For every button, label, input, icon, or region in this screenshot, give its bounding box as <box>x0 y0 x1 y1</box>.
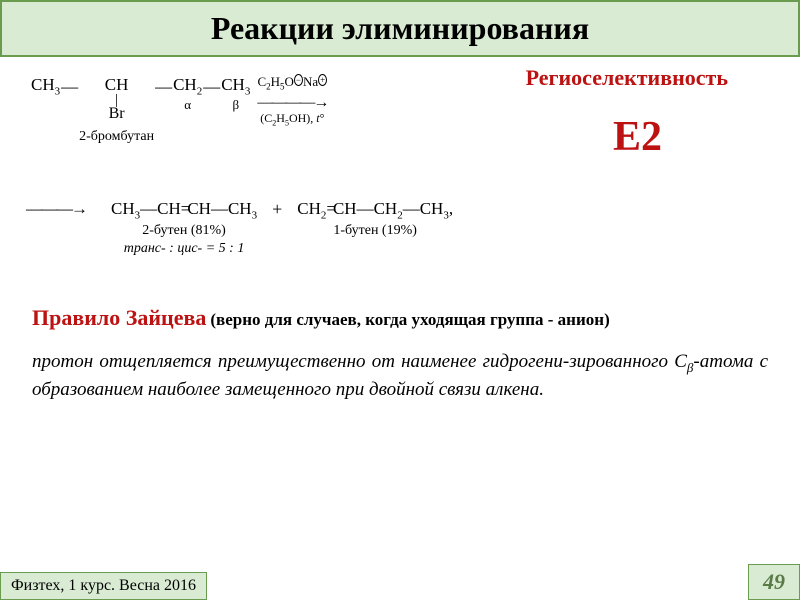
alpha-label: α <box>184 97 191 113</box>
zaitsev-rule: Правило Зайцева (верно для случаев, когд… <box>30 305 770 402</box>
mechanism-e2: E2 <box>613 113 662 161</box>
product-1-chain: CH3—CH=CH—CH3 <box>111 199 257 221</box>
product-2-name: 1-бутен (19%) <box>333 223 417 239</box>
content-area: Региоселективность E2 CH3 — CH | Br 2-бр… <box>0 57 800 402</box>
bond: — <box>61 75 78 97</box>
rule-body: протон отщепляется преимущественно от на… <box>32 349 768 402</box>
regio-label: Региоселективность <box>526 65 728 91</box>
frag-ch3: CH3 <box>31 75 60 97</box>
rule-subtitle: (верно для случаев, когда уходящая групп… <box>210 310 609 329</box>
br-label: Br <box>109 105 125 123</box>
footer-left: Физтех, 1 курс. Весна 2016 <box>0 572 207 600</box>
product-2-chain: CH2=CH—CH2—CH3, <box>297 199 453 221</box>
page-number: 49 <box>748 564 800 600</box>
beta-label: β <box>232 97 239 113</box>
reagent-under: (C2H5OH), t° <box>260 112 324 129</box>
compound-name-1: 2-бромбутан <box>79 129 154 145</box>
bond: — <box>155 75 172 97</box>
rule-title: Правило Зайцева <box>32 305 206 330</box>
product-2: CH2=CH—CH2—CH3, 1-бутен (19%) <box>297 199 453 239</box>
arrow-line: ————→ <box>257 94 327 112</box>
reagent-over: C2H5O−Na+ <box>257 75 327 94</box>
bond-vertical: | <box>115 95 118 105</box>
reaction-products: ———→ CH3—CH=CH—CH3 2-бутен (81%) транс- … <box>26 199 770 257</box>
arrow-continue: ———→ <box>26 199 86 219</box>
reaction-arrow: C2H5O−Na+ ————→ (C2H5OH), t° <box>257 75 327 129</box>
product-1-name: 2-бутен (81%) <box>142 223 226 239</box>
bond: — <box>203 75 220 97</box>
product-1-ratio: транс- : цис- = 5 : 1 <box>124 241 245 257</box>
product-1: CH3—CH=CH—CH3 2-бутен (81%) транс- : цис… <box>111 199 257 257</box>
frag-ch2: CH2 <box>173 75 202 97</box>
frag-ch3b: CH3 <box>221 75 250 97</box>
page-title: Реакции элиминирования <box>211 10 589 46</box>
plus-sign: + <box>272 199 282 220</box>
title-bar: Реакции элиминирования <box>0 0 800 57</box>
rule-heading: Правило Зайцева (верно для случаев, когд… <box>32 305 768 331</box>
